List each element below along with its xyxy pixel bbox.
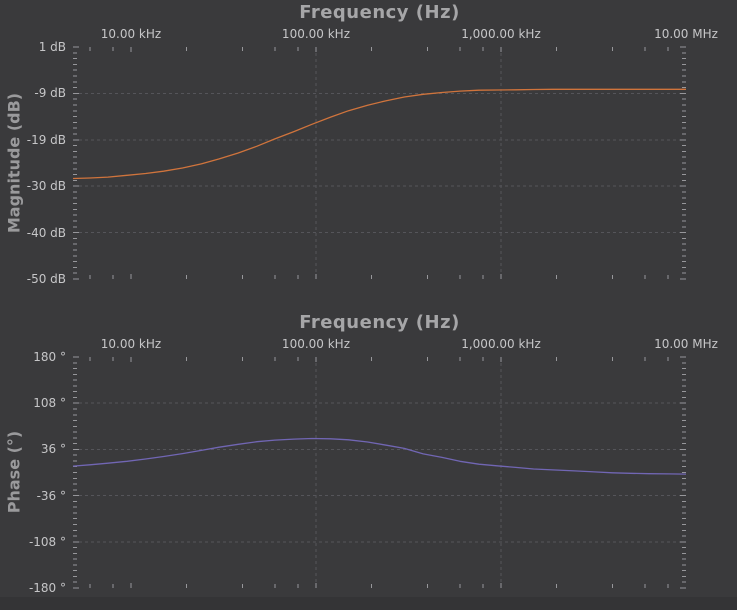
magnitude-y-tick-label: 1 dB bbox=[38, 40, 66, 54]
phase-x-tick-label: 1,000.00 kHz bbox=[461, 337, 541, 351]
magnitude-chart-title: Frequency (Hz) bbox=[299, 2, 460, 23]
magnitude-x-tick-label: 10.00 kHz bbox=[100, 27, 162, 41]
magnitude-axis-title: Magnitude (dB) bbox=[4, 92, 24, 234]
magnitude-y-tick-label: -30 dB bbox=[26, 179, 66, 194]
phase-x-tick-label: 10.00 MHz bbox=[654, 337, 718, 351]
phase-y-tick-label: -180 ° bbox=[28, 581, 66, 595]
magnitude-x-tick-label: 10.00 MHz bbox=[654, 27, 718, 41]
phase-y-tick-label: -36 ° bbox=[36, 488, 66, 503]
magnitude-y-tick-label: -50 dB bbox=[26, 272, 66, 286]
phase-y-tick-label: 180 ° bbox=[33, 350, 66, 364]
magnitude-y-tick-label: -19 dB bbox=[26, 132, 66, 147]
magnitude-y-tick-label: -9 dB bbox=[34, 86, 66, 101]
phase-plot-area bbox=[72, 356, 687, 589]
phase-x-tick-label: 10.00 kHz bbox=[100, 337, 162, 351]
phase-trace bbox=[72, 437, 687, 475]
magnitude-chart: Frequency (Hz) Magnitude (dB) 10.00 kHz 1… bbox=[0, 0, 737, 300]
bottom-strip bbox=[0, 597, 737, 610]
phase-chart-title: Frequency (Hz) bbox=[299, 312, 460, 333]
phase-x-tick-label: 100.00 kHz bbox=[281, 337, 351, 351]
phase-chart: Frequency (Hz) Phase (°) 10.00 kHz 100.00… bbox=[0, 310, 737, 610]
magnitude-x-tick-label: 1,000.00 kHz bbox=[461, 27, 541, 41]
phase-y-tick-label: 108 ° bbox=[33, 396, 66, 411]
phase-y-tick-label: 36 ° bbox=[40, 442, 66, 457]
phase-y-tick-label: -108 ° bbox=[28, 534, 66, 549]
magnitude-trace bbox=[72, 88, 686, 180]
magnitude-y-tick-label: -40 dB bbox=[26, 225, 66, 240]
magnitude-plot-area bbox=[72, 46, 686, 280]
magnitude-x-tick-label: 100.00 kHz bbox=[281, 27, 351, 41]
